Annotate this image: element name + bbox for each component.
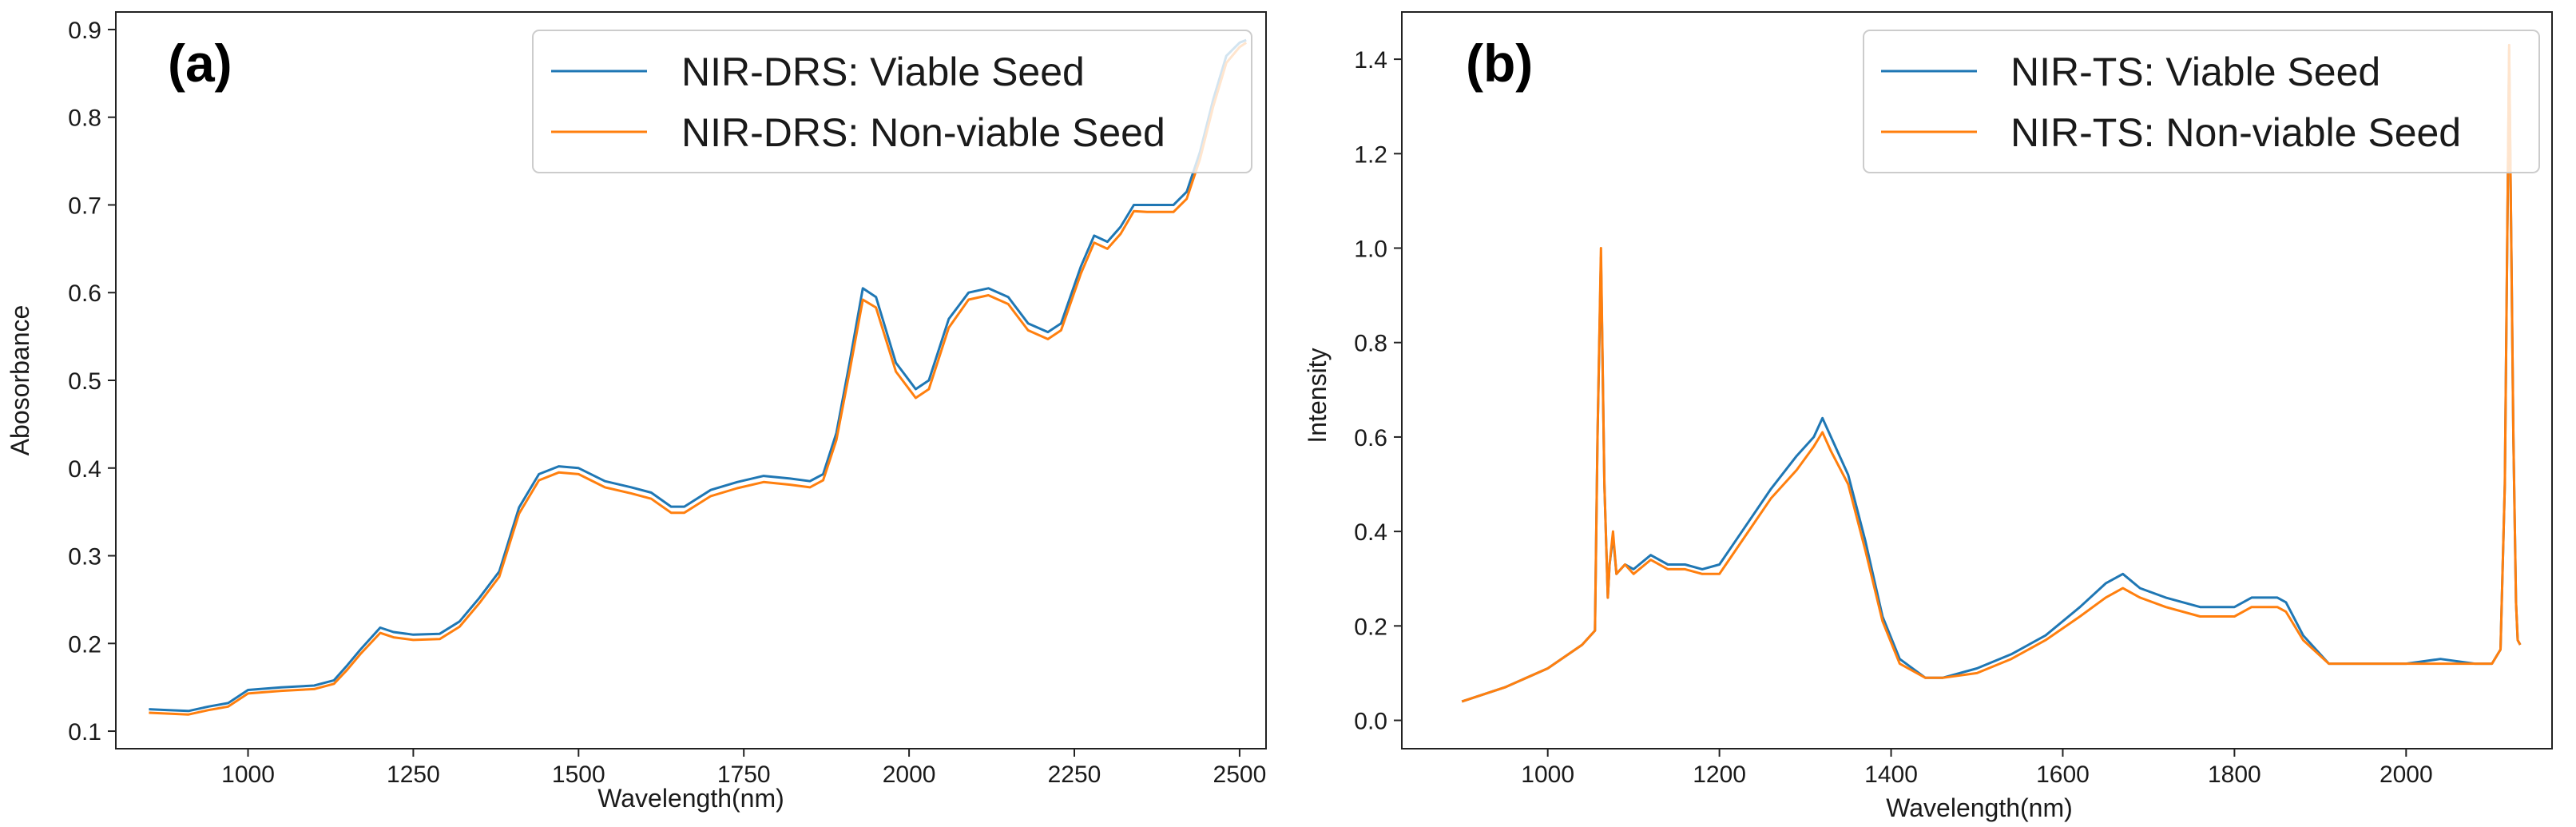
panel-a-series	[149, 38, 1248, 716]
panel-a-y-tick-label-2: 0.3	[68, 544, 101, 571]
panel-b-x-tick-label-5: 2000	[2380, 761, 2433, 788]
panel-b-x-tick-label-2: 1400	[1864, 761, 1918, 788]
panel-b-legend-label-nonviable: NIR-TS: Non-viable Seed	[2010, 110, 2461, 155]
panel-b-series	[1461, 43, 2522, 703]
panel-b-label: (b)	[1466, 34, 1533, 93]
panel-a-x-tick-label-5: 2250	[1048, 761, 1101, 788]
panel-b-series-line-nonviable	[1461, 43, 2522, 703]
panel-b-y-tick-label-1: 0.2	[1354, 614, 1387, 640]
panel-a-y-tick-label-5: 0.6	[68, 280, 101, 307]
panel-a-x-tick-label-4: 2000	[883, 761, 936, 788]
panel-b-legend-frame	[1863, 30, 2540, 173]
panel-a-y-tick-label-7: 0.8	[68, 105, 101, 132]
panel-b-x-tick-label-4: 1800	[2208, 761, 2261, 788]
panel-a-x-tick-label-0: 1000	[221, 761, 275, 788]
panel-b-y-axis-label: Intensity	[1303, 348, 1332, 443]
panel-a-y-tick-label-1: 0.2	[68, 631, 101, 658]
panel-b-y-tick-label-7: 1.4	[1354, 47, 1387, 74]
panel-b-y-tick-label-2: 0.4	[1354, 519, 1387, 546]
panel-a-ticks: 1000 1250 1500 1750 2000 2250 2500 0.1 0.2 0.3 0.4…	[68, 18, 1266, 788]
panel-b-y-tick-label-4: 0.8	[1354, 331, 1387, 357]
panel-a-x-tick-label-1: 1250	[387, 761, 440, 788]
panel-a-y-tick-label-6: 0.7	[68, 193, 101, 219]
panel-a-x-tick-label-3: 1750	[717, 761, 771, 788]
panel-b-legend-label-viable: NIR-TS: Viable Seed	[2010, 50, 2380, 94]
panel-a: 1000 1250 1500 1750 2000 2250 2500 0.1 0.2 0.3 0.4…	[6, 11, 1267, 813]
panel-b-y-tick-label-5: 1.0	[1354, 237, 1387, 263]
panel-b-plot-frame	[1401, 11, 2553, 749]
panel-a-series-line-viable	[149, 38, 1247, 713]
panel-b-y-tick-label-0: 0.0	[1354, 709, 1387, 735]
panel-b: 1000 1200 1400 1600 1800 2000 0.0 0.2 0.4 0.6 0.8 1…	[1303, 11, 2553, 822]
panel-a-x-tick-label-6: 2500	[1213, 761, 1267, 788]
panel-a-x-axis-label: Wavelength(nm)	[597, 784, 784, 813]
panel-a-legend-label-viable: NIR-DRS: Viable Seed	[681, 50, 1085, 94]
panel-a-y-axis-label: Abosorbance	[6, 305, 34, 456]
panel-b-y-tick-label-6: 1.2	[1354, 141, 1387, 168]
panel-a-y-tick-label-4: 0.5	[68, 368, 101, 395]
panel-b-ticks: 1000 1200 1400 1600 1800 2000 0.0 0.2 0.4 0.6 0.8 1…	[1354, 47, 2432, 788]
panel-a-label: (a)	[168, 34, 232, 93]
panel-a-legend-frame	[532, 30, 1252, 173]
panel-a-y-tick-label-8: 0.9	[68, 18, 101, 44]
panel-b-x-tick-label-3: 1600	[2036, 761, 2090, 788]
panel-b-legend: NIR-TS: Viable Seed NIR-TS: Non-viable S…	[1863, 30, 2540, 173]
panel-a-plot-frame	[115, 11, 1267, 749]
panel-b-x-tick-label-0: 1000	[1521, 761, 1574, 788]
panel-a-legend: NIR-DRS: Viable Seed NIR-DRS: Non-viable…	[532, 30, 1252, 173]
panel-a-x-tick-label-2: 1500	[552, 761, 605, 788]
panel-a-y-tick-label-3: 0.4	[68, 456, 101, 483]
panel-a-y-tick-label-0: 0.1	[68, 719, 101, 745]
panel-a-legend-label-nonviable: NIR-DRS: Non-viable Seed	[681, 110, 1165, 155]
panel-b-x-axis-label: Wavelength(nm)	[1886, 793, 2073, 822]
panel-b-x-tick-label-1: 1200	[1693, 761, 1746, 788]
panel-b-y-tick-label-3: 0.6	[1354, 425, 1387, 451]
panel-a-series-line-nonviable	[149, 42, 1248, 716]
